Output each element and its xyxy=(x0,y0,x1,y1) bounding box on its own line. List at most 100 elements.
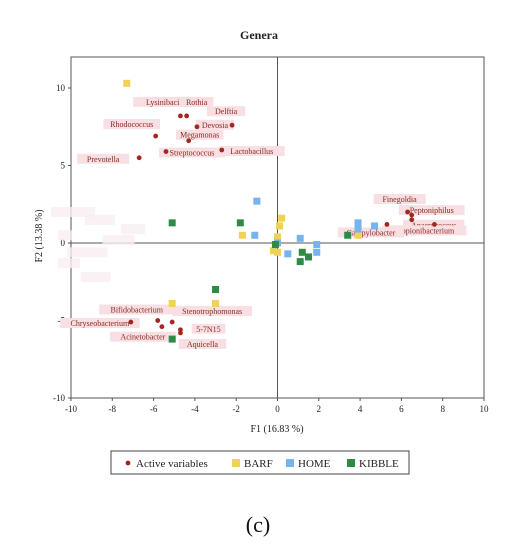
active-variable-point xyxy=(169,319,175,325)
barf-point xyxy=(274,248,281,256)
home-point xyxy=(354,219,362,227)
point-label: Lactobacillus xyxy=(230,147,273,156)
active-variable-point xyxy=(384,222,390,227)
kibble-point xyxy=(212,286,220,293)
active-variable-point xyxy=(405,209,410,215)
active-variable-point xyxy=(155,318,161,323)
x-tick-label: -4 xyxy=(191,404,199,414)
point-label: Propionibacterium xyxy=(395,226,455,235)
active-variable-point xyxy=(432,222,437,227)
point-label: Peptoniphilus xyxy=(410,206,454,215)
x-tick-label: -6 xyxy=(150,404,158,414)
active-variable-point xyxy=(409,217,415,223)
kibble-point xyxy=(304,253,312,261)
active-variable-point xyxy=(219,147,225,153)
point-label: Rothia xyxy=(186,98,208,107)
legend-marker-kibble xyxy=(347,459,355,467)
barf-point xyxy=(276,222,284,230)
y-tick-label: 0 xyxy=(61,238,66,248)
point-label: Streptococcus xyxy=(170,149,215,158)
active-variable-point xyxy=(229,122,235,128)
active-variable-point xyxy=(194,124,200,130)
point-label-bg xyxy=(99,304,175,315)
point-label: Prevotella xyxy=(87,155,120,164)
ghost-label-patch xyxy=(84,214,115,225)
legend-label: KIBBLE xyxy=(359,458,399,470)
point-label: 5-7N15 xyxy=(196,325,220,334)
barf-point xyxy=(212,299,220,307)
kibble-point xyxy=(168,219,176,227)
barf-point xyxy=(354,231,362,239)
active-variable-point xyxy=(184,113,190,119)
barf-point xyxy=(274,233,281,241)
point-label-bg xyxy=(159,147,225,158)
y-tick-label: 10 xyxy=(56,83,66,93)
point-label-bg xyxy=(373,194,426,204)
y-tick-label: -10 xyxy=(53,393,65,403)
point-label-bg xyxy=(218,146,285,156)
ghost-labels xyxy=(51,207,145,283)
x-tick-label: 10 xyxy=(480,404,490,414)
legend-label: BARF xyxy=(244,458,273,470)
point-label-bg xyxy=(77,153,130,164)
point-label-bg xyxy=(103,119,160,130)
home-point xyxy=(354,225,362,233)
point-label: Acinetobacter xyxy=(120,333,165,342)
point-label: Campylobacter xyxy=(347,228,396,237)
active-variable-point xyxy=(409,212,415,218)
active-variable-point xyxy=(186,138,192,144)
ghost-label-patch xyxy=(102,234,135,245)
y-axis-label: F2 (13.38 %) xyxy=(34,209,45,262)
point-label-bg xyxy=(179,96,214,107)
point-label-bg xyxy=(178,338,227,349)
point-label-bg xyxy=(109,331,176,342)
home-point xyxy=(371,222,379,230)
kibble-point xyxy=(271,241,279,249)
point-label: Rhodococcus xyxy=(110,120,153,129)
legend: Active variables BARF HOME KIBBLE xyxy=(110,450,410,475)
active-variable-point xyxy=(178,113,183,119)
home-point xyxy=(251,231,259,239)
point-label-bg xyxy=(338,227,404,238)
kibble-point xyxy=(296,258,304,266)
x-tick-label: 4 xyxy=(358,404,363,414)
chart-title: Genera xyxy=(240,28,278,42)
kibble-point xyxy=(344,231,352,239)
point-label: Megamonas xyxy=(180,131,219,140)
barf-point xyxy=(278,214,286,222)
point-label-bg xyxy=(133,96,204,107)
x-tick-label: 0 xyxy=(275,404,280,414)
legend-marker-active xyxy=(125,460,131,466)
point-label-bg xyxy=(195,119,235,130)
barf-point xyxy=(168,299,176,307)
home-point xyxy=(313,241,321,249)
active-variable-point xyxy=(178,330,183,336)
point-label-bg xyxy=(206,106,246,117)
point-label-bg xyxy=(172,306,252,317)
point-label-bg xyxy=(176,129,224,140)
barf-point xyxy=(238,231,246,239)
point-label-bg xyxy=(191,323,226,334)
point-label-bg xyxy=(382,225,467,236)
x-tick-label: 2 xyxy=(317,404,322,414)
ghost-label-patch xyxy=(57,230,72,241)
point-label: Lysinibacillus xyxy=(146,98,191,107)
home-point xyxy=(296,234,304,242)
x-axis-label: F1 (16.83 %) xyxy=(250,424,303,435)
y-tick-label: 5 xyxy=(61,161,66,171)
point-label-bg xyxy=(60,318,140,329)
kibble-point xyxy=(298,248,306,256)
active-variable-point xyxy=(136,155,142,161)
x-tick-label: -10 xyxy=(65,404,77,414)
point-label: Devosia xyxy=(202,121,229,130)
point-label: Finegoldia xyxy=(382,195,417,204)
ghost-label-patch xyxy=(51,207,96,217)
active-variable-point xyxy=(159,324,165,330)
point-label: Chryseobacterium xyxy=(71,319,130,328)
ghost-label-patch xyxy=(120,224,145,235)
legend-box xyxy=(110,450,410,475)
point-label: Stenotrophomonas xyxy=(182,307,242,316)
home-point xyxy=(313,248,321,256)
point-label: Bifidobacterium xyxy=(111,306,164,315)
